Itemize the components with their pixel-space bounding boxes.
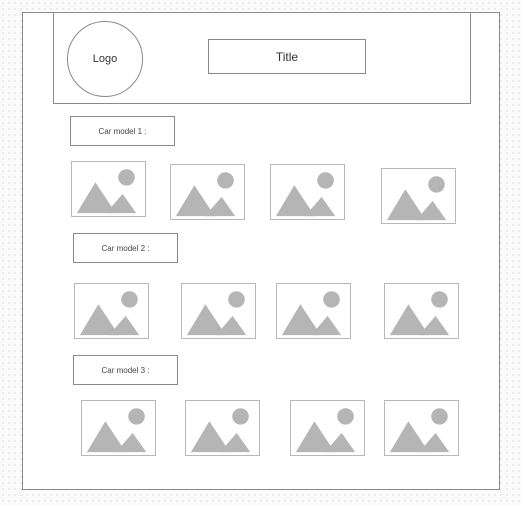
mountain-small-shape: [109, 315, 140, 336]
mountain-small-shape: [416, 200, 447, 221]
mountain-large-shape: [389, 304, 429, 336]
image-placeholder-icon: [389, 408, 450, 453]
car-image-1-2[interactable]: [170, 164, 245, 220]
image-placeholder-icon: [386, 176, 447, 221]
image-placeholder-icon: [175, 172, 236, 217]
car-image-2-2[interactable]: [181, 283, 256, 339]
mountain-large-shape: [275, 185, 315, 217]
car-image-2-3[interactable]: [276, 283, 351, 339]
sun-shape: [431, 408, 448, 425]
image-placeholder-icon: [275, 172, 336, 217]
mountain-large-shape: [76, 182, 116, 214]
mountain-large-shape: [389, 421, 429, 453]
sun-shape: [217, 172, 234, 189]
mountain-small-shape: [205, 196, 236, 217]
mountain-large-shape: [281, 304, 321, 336]
sun-shape: [323, 291, 340, 308]
image-placeholder-icon: [76, 169, 137, 214]
sun-shape: [228, 291, 245, 308]
car-image-2-4[interactable]: [384, 283, 459, 339]
image-placeholder-icon: [295, 408, 356, 453]
car-image-1-3[interactable]: [270, 164, 345, 220]
mountain-large-shape: [79, 304, 119, 336]
section-3-label: Car model 3 :: [73, 355, 178, 385]
logo[interactable]: Logo: [67, 21, 143, 97]
car-image-3-1[interactable]: [81, 400, 156, 456]
image-placeholder-icon: [281, 291, 342, 336]
sun-shape: [232, 408, 249, 425]
image-placeholder-icon: [186, 291, 247, 336]
mountain-large-shape: [175, 185, 215, 217]
sun-shape: [317, 172, 334, 189]
mountain-large-shape: [295, 421, 335, 453]
mountain-small-shape: [116, 432, 147, 453]
section-1-label: Car model 1 :: [70, 116, 175, 146]
section-2-label: Car model 2 :: [73, 233, 178, 263]
image-placeholder-icon: [86, 408, 147, 453]
car-image-1-1[interactable]: [71, 161, 146, 217]
image-placeholder-icon: [389, 291, 450, 336]
mountain-large-shape: [186, 304, 226, 336]
mountain-small-shape: [216, 315, 247, 336]
mountain-small-shape: [325, 432, 356, 453]
image-placeholder-icon: [79, 291, 140, 336]
sun-shape: [128, 408, 145, 425]
sun-shape: [431, 291, 448, 308]
mountain-small-shape: [305, 196, 336, 217]
car-image-3-4[interactable]: [384, 400, 459, 456]
car-image-2-1[interactable]: [74, 283, 149, 339]
sun-shape: [121, 291, 138, 308]
mountain-small-shape: [311, 315, 342, 336]
car-image-1-4[interactable]: [381, 168, 456, 224]
sun-shape: [118, 169, 135, 186]
car-image-3-3[interactable]: [290, 400, 365, 456]
sun-shape: [428, 176, 445, 193]
mountain-small-shape: [106, 193, 137, 214]
sun-shape: [337, 408, 354, 425]
mountain-small-shape: [419, 432, 450, 453]
image-placeholder-icon: [190, 408, 251, 453]
mountain-large-shape: [86, 421, 126, 453]
mountain-large-shape: [190, 421, 230, 453]
mountain-small-shape: [419, 315, 450, 336]
car-image-3-2[interactable]: [185, 400, 260, 456]
mountain-large-shape: [386, 189, 426, 221]
page-title: Title: [208, 39, 366, 74]
mountain-small-shape: [220, 432, 251, 453]
